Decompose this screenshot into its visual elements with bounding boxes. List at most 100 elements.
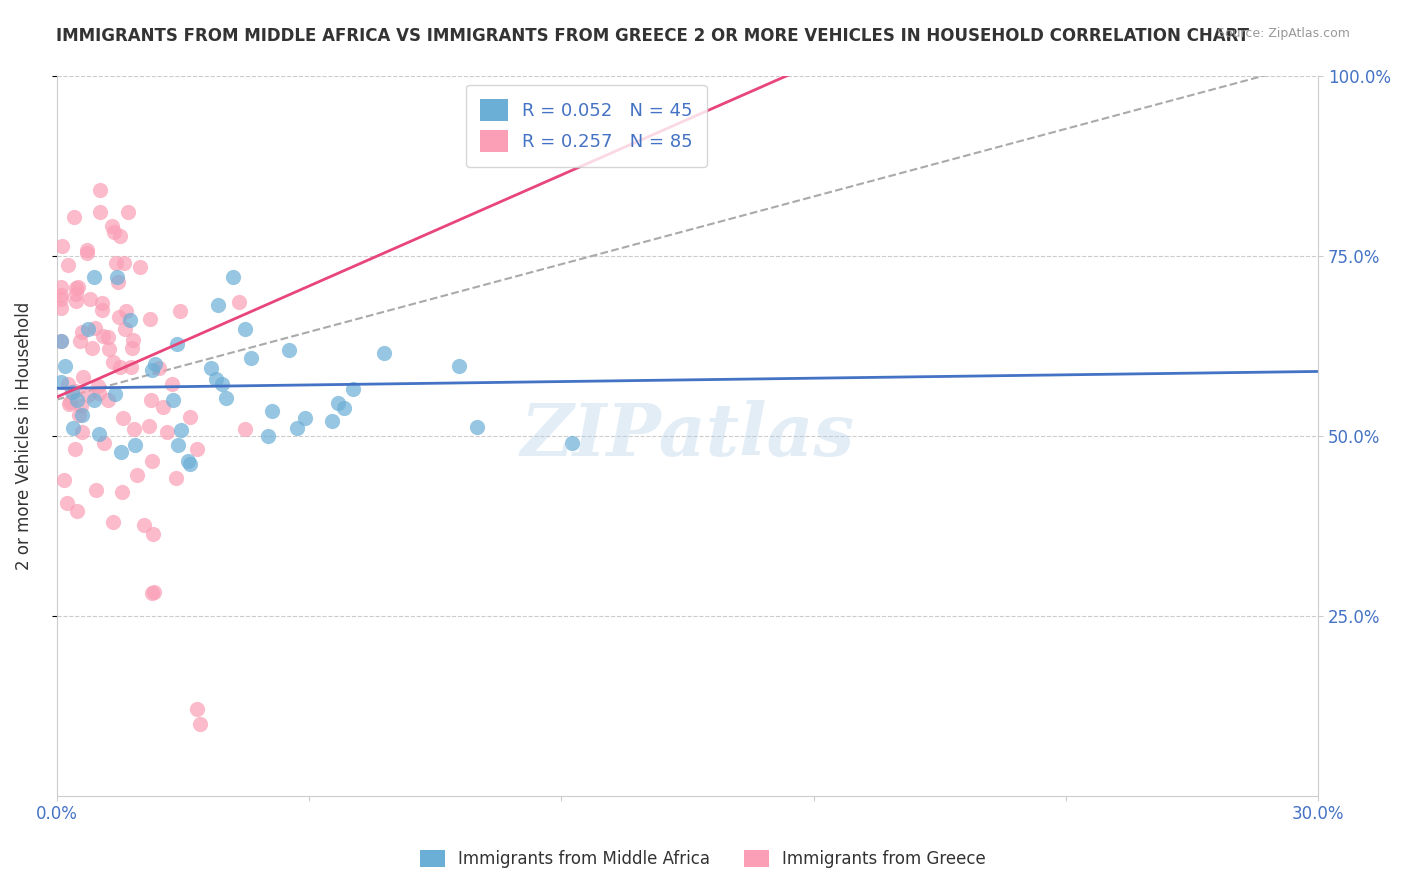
Point <box>177 454 200 468</box>
Point <box>166 438 188 452</box>
Point <box>138 312 160 326</box>
Point <box>105 270 128 285</box>
Point <box>89 386 111 401</box>
Text: ZIPatlas: ZIPatlas <box>520 401 855 471</box>
Point <box>233 422 256 436</box>
Point <box>166 337 188 351</box>
Point <box>186 702 208 716</box>
Point <box>152 400 174 414</box>
Point <box>465 419 488 434</box>
Point <box>65 287 87 301</box>
Point <box>60 385 83 400</box>
Point <box>93 435 115 450</box>
Point <box>89 183 111 197</box>
Point <box>101 515 124 529</box>
Point <box>70 425 93 440</box>
Point <box>84 321 107 335</box>
Point <box>76 246 98 260</box>
Point <box>141 454 163 468</box>
Point <box>53 359 76 374</box>
Point <box>49 334 72 348</box>
Point <box>49 375 72 389</box>
Point <box>59 394 82 409</box>
Point <box>58 397 80 411</box>
Text: Source: ZipAtlas.com: Source: ZipAtlas.com <box>1216 27 1350 40</box>
Point <box>561 436 583 450</box>
Point <box>200 361 222 376</box>
Point <box>179 458 201 472</box>
Point <box>111 411 134 425</box>
Point <box>373 346 395 360</box>
Point <box>63 211 86 225</box>
Point <box>97 330 120 344</box>
Point <box>121 341 143 355</box>
Point <box>190 716 212 731</box>
Point <box>294 410 316 425</box>
Point <box>278 343 301 358</box>
Point <box>69 399 91 413</box>
Point <box>112 256 135 270</box>
Point <box>65 293 87 308</box>
Point <box>108 359 131 374</box>
Point <box>169 423 191 437</box>
Point <box>100 219 122 233</box>
Point <box>104 256 127 270</box>
Point <box>97 392 120 407</box>
Point <box>120 359 142 374</box>
Point <box>103 355 125 369</box>
Point <box>214 391 236 405</box>
Point <box>72 408 94 422</box>
Point <box>110 445 132 459</box>
Point <box>65 281 87 295</box>
Point <box>107 310 129 325</box>
Point <box>76 322 98 336</box>
Point <box>53 473 76 487</box>
Point <box>104 387 127 401</box>
Point <box>134 517 156 532</box>
Point <box>165 471 187 485</box>
Point <box>90 296 112 310</box>
Point <box>65 384 87 398</box>
Point <box>108 228 131 243</box>
Point <box>141 363 163 377</box>
Point <box>162 392 184 407</box>
Point <box>256 429 278 443</box>
Point <box>129 260 152 275</box>
Point <box>67 279 90 293</box>
Point <box>169 304 191 318</box>
Point <box>260 404 283 418</box>
Point <box>186 442 208 456</box>
Point <box>114 322 136 336</box>
Point <box>141 586 163 600</box>
Point <box>51 239 73 253</box>
Point <box>125 468 148 483</box>
Point <box>79 292 101 306</box>
Point <box>49 292 72 306</box>
Point <box>449 359 471 373</box>
Point <box>342 382 364 396</box>
Point <box>118 313 141 327</box>
Point <box>83 270 105 285</box>
Point <box>333 401 356 416</box>
Point <box>240 351 263 365</box>
Point <box>114 304 136 318</box>
Point <box>207 298 229 312</box>
Point <box>222 270 245 285</box>
Point <box>49 334 72 348</box>
Point <box>148 361 170 376</box>
Point <box>103 225 125 239</box>
Y-axis label: 2 or more Vehicles in Household: 2 or more Vehicles in Household <box>15 301 32 570</box>
Point <box>122 334 145 348</box>
Point <box>66 504 89 518</box>
Point <box>328 396 350 410</box>
Point <box>84 483 107 497</box>
Point <box>211 376 233 391</box>
Point <box>69 334 91 348</box>
Point <box>91 303 114 318</box>
Point <box>77 388 100 402</box>
Point <box>89 426 111 441</box>
Legend: Immigrants from Middle Africa, Immigrants from Greece: Immigrants from Middle Africa, Immigrant… <box>413 843 993 875</box>
Point <box>49 288 72 302</box>
Point <box>142 585 165 599</box>
Point <box>56 377 79 392</box>
